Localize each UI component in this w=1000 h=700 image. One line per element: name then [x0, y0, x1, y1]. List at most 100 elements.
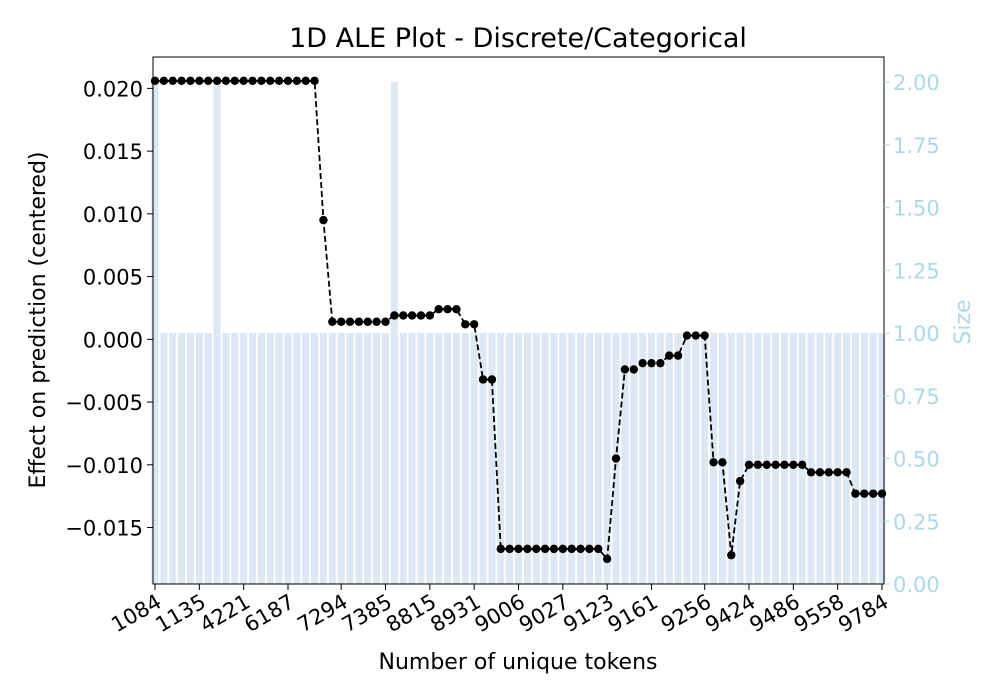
x-tick-label: 9784 — [834, 590, 892, 638]
size-bar — [364, 333, 372, 584]
ale-point — [407, 311, 417, 320]
size-bar — [248, 333, 257, 584]
size-bar — [355, 333, 363, 584]
ale-point — [310, 76, 319, 86]
y-axis-label: Effect on prediction (centered) — [26, 151, 51, 488]
x-tick-label: 9161 — [604, 590, 662, 638]
ale-point — [833, 468, 842, 477]
size-bar — [222, 333, 230, 584]
size-bar — [869, 333, 877, 584]
size-bar — [834, 333, 842, 584]
x-axis-label: Number of unique tokens — [379, 650, 658, 675]
ale-point — [390, 311, 399, 320]
ale-point — [186, 76, 195, 86]
ale-point — [558, 544, 568, 554]
size-bar — [665, 333, 673, 584]
ale-point — [221, 76, 231, 86]
y-tick-label: 0.010 — [83, 203, 143, 227]
size-bar — [851, 333, 859, 584]
size-bar — [302, 333, 310, 584]
y-tick-label: 0.020 — [83, 77, 143, 101]
size-bar — [240, 333, 248, 584]
size-bar — [470, 333, 478, 584]
ale-point — [798, 460, 807, 469]
ale-point — [381, 317, 390, 326]
ale-point — [399, 311, 408, 320]
ale-point — [824, 468, 834, 477]
size-bar — [692, 333, 700, 584]
size-bar — [346, 333, 354, 584]
size-bar — [373, 333, 381, 584]
ale-point — [372, 317, 381, 326]
ale-point — [718, 458, 727, 467]
ale-point — [780, 460, 789, 469]
size-bar — [860, 333, 868, 584]
ale-point — [195, 76, 204, 86]
ale-point — [851, 489, 860, 498]
y-tick-label: 0.015 — [83, 140, 143, 164]
size-bar — [506, 333, 514, 584]
size-bar — [319, 333, 327, 584]
ale-point — [257, 76, 266, 86]
ale-point — [514, 544, 523, 554]
size-bar — [426, 333, 434, 584]
size-bar — [789, 333, 797, 584]
ale-point — [735, 476, 745, 486]
size-bar — [647, 333, 656, 584]
size-bars — [151, 82, 886, 584]
size-bar — [603, 333, 611, 584]
y-right-tick-label: 0.50 — [893, 448, 940, 472]
size-bar — [807, 333, 815, 584]
ale-point — [177, 76, 186, 86]
ale-point — [150, 76, 160, 86]
size-bar — [514, 333, 523, 584]
ale-point — [877, 489, 887, 498]
size-bar — [417, 333, 425, 584]
x-tick-label: 6187 — [240, 590, 298, 638]
ale-point — [319, 215, 328, 225]
size-bar — [266, 333, 274, 584]
ale-point — [274, 76, 284, 86]
size-bar — [452, 333, 460, 584]
size-bar — [195, 333, 203, 584]
ale-point — [452, 305, 461, 314]
size-bar — [328, 333, 336, 584]
ale-point — [629, 365, 638, 374]
ale-point — [416, 311, 426, 320]
size-bar — [151, 82, 159, 584]
ale-point — [762, 460, 771, 469]
ale-point — [789, 460, 798, 469]
size-bar — [479, 333, 487, 584]
ale-point — [487, 375, 497, 384]
ale-point — [336, 317, 346, 326]
ale-point — [806, 468, 816, 477]
size-bar — [257, 333, 265, 584]
ale-point — [602, 554, 612, 564]
ale-point — [656, 358, 665, 368]
ale-point — [860, 489, 869, 498]
ale-point — [673, 351, 683, 360]
size-bar — [541, 333, 549, 584]
size-bar — [683, 333, 691, 584]
ale-point — [771, 460, 780, 469]
ale-point — [576, 544, 585, 554]
y-axis-right-label: Size — [951, 299, 976, 344]
ale-point — [647, 358, 656, 368]
size-bar — [656, 333, 664, 584]
ale-point — [540, 544, 550, 554]
size-bar — [621, 333, 629, 584]
y-right-tick-label: 1.25 — [893, 259, 940, 283]
y-right-tick-label: 1.00 — [893, 322, 940, 346]
size-bar — [488, 333, 496, 584]
ale-point — [700, 331, 709, 340]
ale-point — [594, 544, 603, 554]
size-bar — [399, 333, 407, 584]
ale-point — [496, 544, 505, 554]
ale-point — [611, 454, 621, 463]
ale-point — [523, 544, 532, 554]
ale-point — [532, 544, 541, 554]
y-tick-label: −0.005 — [65, 391, 143, 415]
size-bar — [630, 333, 638, 584]
size-bar — [204, 333, 212, 584]
